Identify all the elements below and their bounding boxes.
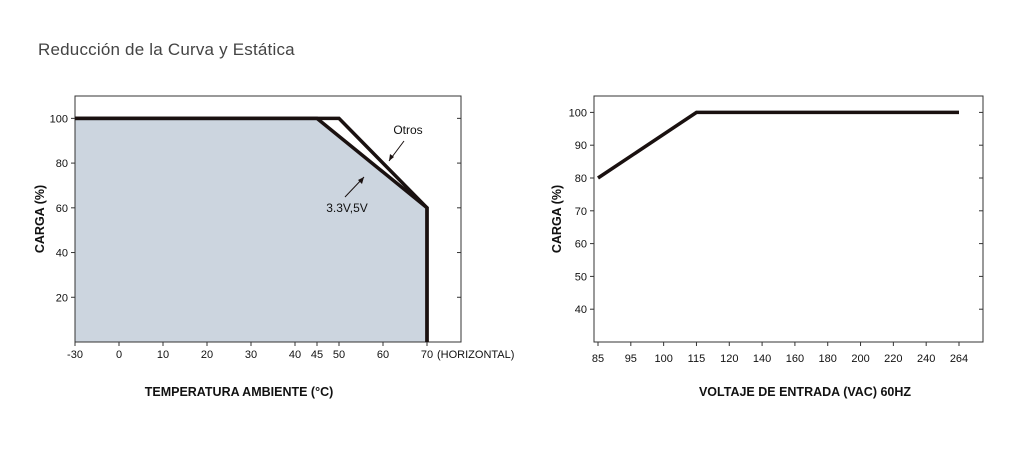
x-tick-label: 60 xyxy=(377,349,389,361)
x-tick-label: 40 xyxy=(289,349,301,361)
area-3v3-5v xyxy=(75,118,427,343)
x-axis-title: TEMPERATURA AMBIENTE (°C) xyxy=(145,385,334,399)
y-tick-label: 90 xyxy=(575,140,587,152)
y-tick-label: 70 xyxy=(575,206,587,218)
x-tick-label: 10 xyxy=(157,349,169,361)
derating-chart: 20 40 60 80 100 -30 0 10 20 30 40 45 50 60 70 (HORIZONT… xyxy=(33,95,514,399)
series-line-load xyxy=(597,110,959,180)
x-tick-label: 20 xyxy=(201,349,213,361)
y-tick-label: 40 xyxy=(56,248,68,260)
y-axis-title: CARGA (%) xyxy=(550,185,564,253)
y-tick-label: 40 xyxy=(575,304,587,316)
y-tick-label: 60 xyxy=(575,239,587,251)
x-tick-label: 45 xyxy=(311,349,323,361)
x-tick-label: 200 xyxy=(851,353,869,365)
x-axis-suffix: (HORIZONTAL) xyxy=(437,349,514,361)
y-tick-label: 20 xyxy=(56,292,68,304)
y-tick-label: 80 xyxy=(56,158,68,170)
y-tick-label: 80 xyxy=(575,173,587,185)
y-tick-label: 50 xyxy=(575,271,587,283)
x-tick-label: 180 xyxy=(819,353,837,365)
x-tick-label: 220 xyxy=(884,353,902,365)
x-tick-label: 0 xyxy=(116,349,122,361)
x-tick-label: 30 xyxy=(245,349,257,361)
x-tick-label: 85 xyxy=(592,353,604,365)
x-tick-label: 70 xyxy=(421,349,433,361)
x-tick-label: 115 xyxy=(688,353,706,365)
plot-frame xyxy=(74,95,462,343)
x-tick-label: 160 xyxy=(786,353,804,365)
x-tick-label: 95 xyxy=(625,353,637,365)
annotation-3v3-5v-arrowhead xyxy=(358,177,364,184)
plot-frame xyxy=(593,95,984,343)
y-axis-title: CARGA (%) xyxy=(33,185,47,253)
y-tick-label: 100 xyxy=(569,107,587,119)
x-tick-label: 264 xyxy=(950,353,968,365)
x-axis-title: VOLTAJE DE ENTRADA (VAC) 60HZ xyxy=(699,385,911,399)
x-tick-label: 50 xyxy=(333,349,345,361)
x-tick-label: 240 xyxy=(917,353,935,365)
annotation-otros-arrowhead xyxy=(389,154,394,161)
y-tick-label: 60 xyxy=(56,203,68,215)
x-tick-label: 140 xyxy=(753,353,771,365)
annotation-otros: Otros xyxy=(393,123,422,137)
y-tick-label: 100 xyxy=(50,113,68,125)
x-tick-label: -30 xyxy=(67,349,83,361)
input-voltage-chart: 40 50 60 70 80 90 100 85 95 100 115 120 140 160 180 200… xyxy=(550,95,984,399)
series-line-3v3-5v xyxy=(75,116,429,342)
x-tick-label: 120 xyxy=(720,353,738,365)
page-title: Reducción de la Curva y Estática xyxy=(38,40,295,59)
annotation-3v3-5v: 3.3V,5V xyxy=(326,201,368,215)
x-tick-label: 100 xyxy=(654,353,672,365)
